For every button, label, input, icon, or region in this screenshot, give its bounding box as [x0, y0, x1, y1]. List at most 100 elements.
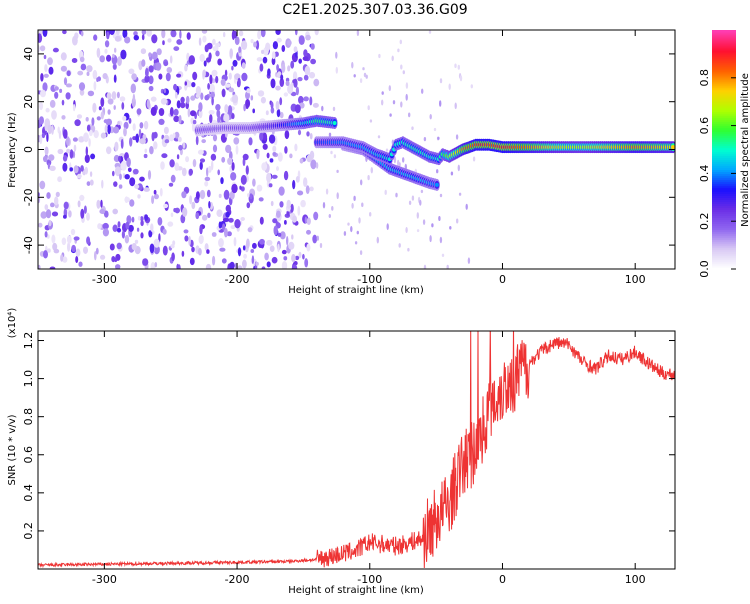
noise-speckle: [153, 189, 157, 195]
colorbar-band: [712, 111, 736, 115]
noise-speckle: [139, 138, 146, 145]
colorbar-band: [712, 133, 736, 137]
noise-speckle: [367, 105, 370, 111]
noise-speckle: [335, 66, 338, 74]
noise-speckle: [80, 165, 84, 172]
noise-speckle: [237, 77, 241, 88]
noise-speckle: [111, 91, 117, 100]
noise-speckle: [73, 165, 79, 174]
noise-speckle: [168, 182, 174, 187]
noise-speckle: [143, 153, 148, 159]
noise-speckle: [185, 95, 190, 104]
noise-speckle: [68, 210, 72, 218]
noise-speckle: [124, 174, 130, 180]
noise-speckle: [192, 159, 197, 168]
noise-speckle: [200, 92, 204, 100]
noise-speckle: [304, 216, 308, 224]
noise-speckle: [277, 232, 282, 237]
noise-speckle: [109, 30, 115, 36]
noise-speckle: [204, 243, 209, 252]
noise-speckle: [218, 193, 222, 198]
noise-speckle: [264, 252, 269, 261]
noise-speckle: [150, 106, 157, 116]
noise-speckle: [114, 35, 121, 42]
noise-speckle: [125, 221, 130, 230]
noise-speckle: [73, 236, 80, 241]
noise-speckle: [455, 134, 459, 140]
noise-speckle: [209, 74, 213, 85]
colorbar-band: [712, 211, 736, 214]
colorbar-band: [712, 69, 736, 73]
noise-speckle: [74, 119, 81, 127]
noise-speckle: [65, 92, 71, 100]
noise-speckle: [312, 102, 319, 108]
noise-speckle: [38, 264, 41, 269]
noise-speckle: [377, 135, 381, 139]
noise-speckle: [189, 195, 193, 205]
noise-speckle: [179, 30, 182, 39]
noise-speckle: [136, 227, 140, 232]
noise-speckle: [392, 100, 396, 105]
noise-speckle: [100, 111, 105, 120]
noise-speckle: [100, 199, 103, 208]
colorbar-band: [712, 219, 736, 222]
noise-speckle: [229, 190, 235, 200]
noise-speckle: [79, 56, 85, 63]
colorbar-band: [712, 241, 736, 244]
noise-speckle: [139, 176, 145, 182]
noise-speckle: [252, 242, 257, 249]
noise-speckle: [215, 104, 221, 111]
noise-speckle: [223, 31, 226, 38]
colorbar-band: [712, 95, 736, 99]
colorbar-band: [712, 159, 736, 163]
noise-speckle: [378, 53, 381, 59]
noise-speckle: [42, 30, 48, 37]
noise-speckle: [163, 126, 169, 135]
noise-speckle: [209, 83, 216, 94]
colorbar-band: [712, 165, 736, 169]
noise-speckle: [106, 31, 110, 40]
noise-speckle: [259, 216, 264, 225]
noise-speckle: [276, 64, 279, 72]
colorbar-band: [712, 147, 736, 151]
ridge-upper: [332, 121, 337, 125]
noise-speckle: [132, 168, 139, 175]
noise-speckle: [151, 195, 155, 205]
colorbar-tick-label: 0.6: [698, 117, 711, 135]
noise-speckle: [143, 120, 149, 130]
spectrogram-ytick-label: -40: [22, 236, 35, 254]
noise-speckle: [158, 108, 165, 116]
colorbar-tick-label: 0.2: [698, 212, 711, 230]
noise-speckle: [133, 34, 139, 41]
colorbar-band: [712, 239, 736, 242]
noise-speckle: [420, 189, 424, 194]
noise-speckle: [167, 38, 172, 43]
noise-speckle: [283, 170, 289, 181]
noise-speckle: [294, 104, 301, 114]
noise-speckle: [457, 64, 460, 70]
noise-speckle: [306, 229, 311, 235]
noise-speckle: [113, 105, 116, 110]
noise-speckle: [153, 131, 158, 139]
noise-speckle: [306, 154, 313, 163]
colorbar-band: [712, 215, 736, 218]
noise-speckle: [287, 65, 291, 72]
noise-speckle: [134, 184, 140, 190]
noise-speckle: [61, 115, 66, 120]
colorbar-band: [712, 55, 736, 59]
colorbar-band: [712, 243, 736, 246]
noise-speckle: [347, 222, 350, 226]
noise-speckle: [362, 67, 365, 71]
noise-speckle: [314, 30, 319, 36]
noise-speckle: [86, 124, 91, 132]
noise-speckle: [277, 243, 280, 253]
noise-speckle: [182, 142, 186, 149]
noise-speckle: [297, 77, 303, 82]
noise-speckle: [416, 229, 420, 233]
noise-speckle: [79, 89, 85, 96]
noise-speckle: [303, 74, 309, 81]
noise-speckle: [472, 156, 476, 162]
noise-speckle: [195, 93, 200, 98]
colorbar-band: [712, 163, 736, 167]
noise-speckle: [361, 202, 364, 208]
